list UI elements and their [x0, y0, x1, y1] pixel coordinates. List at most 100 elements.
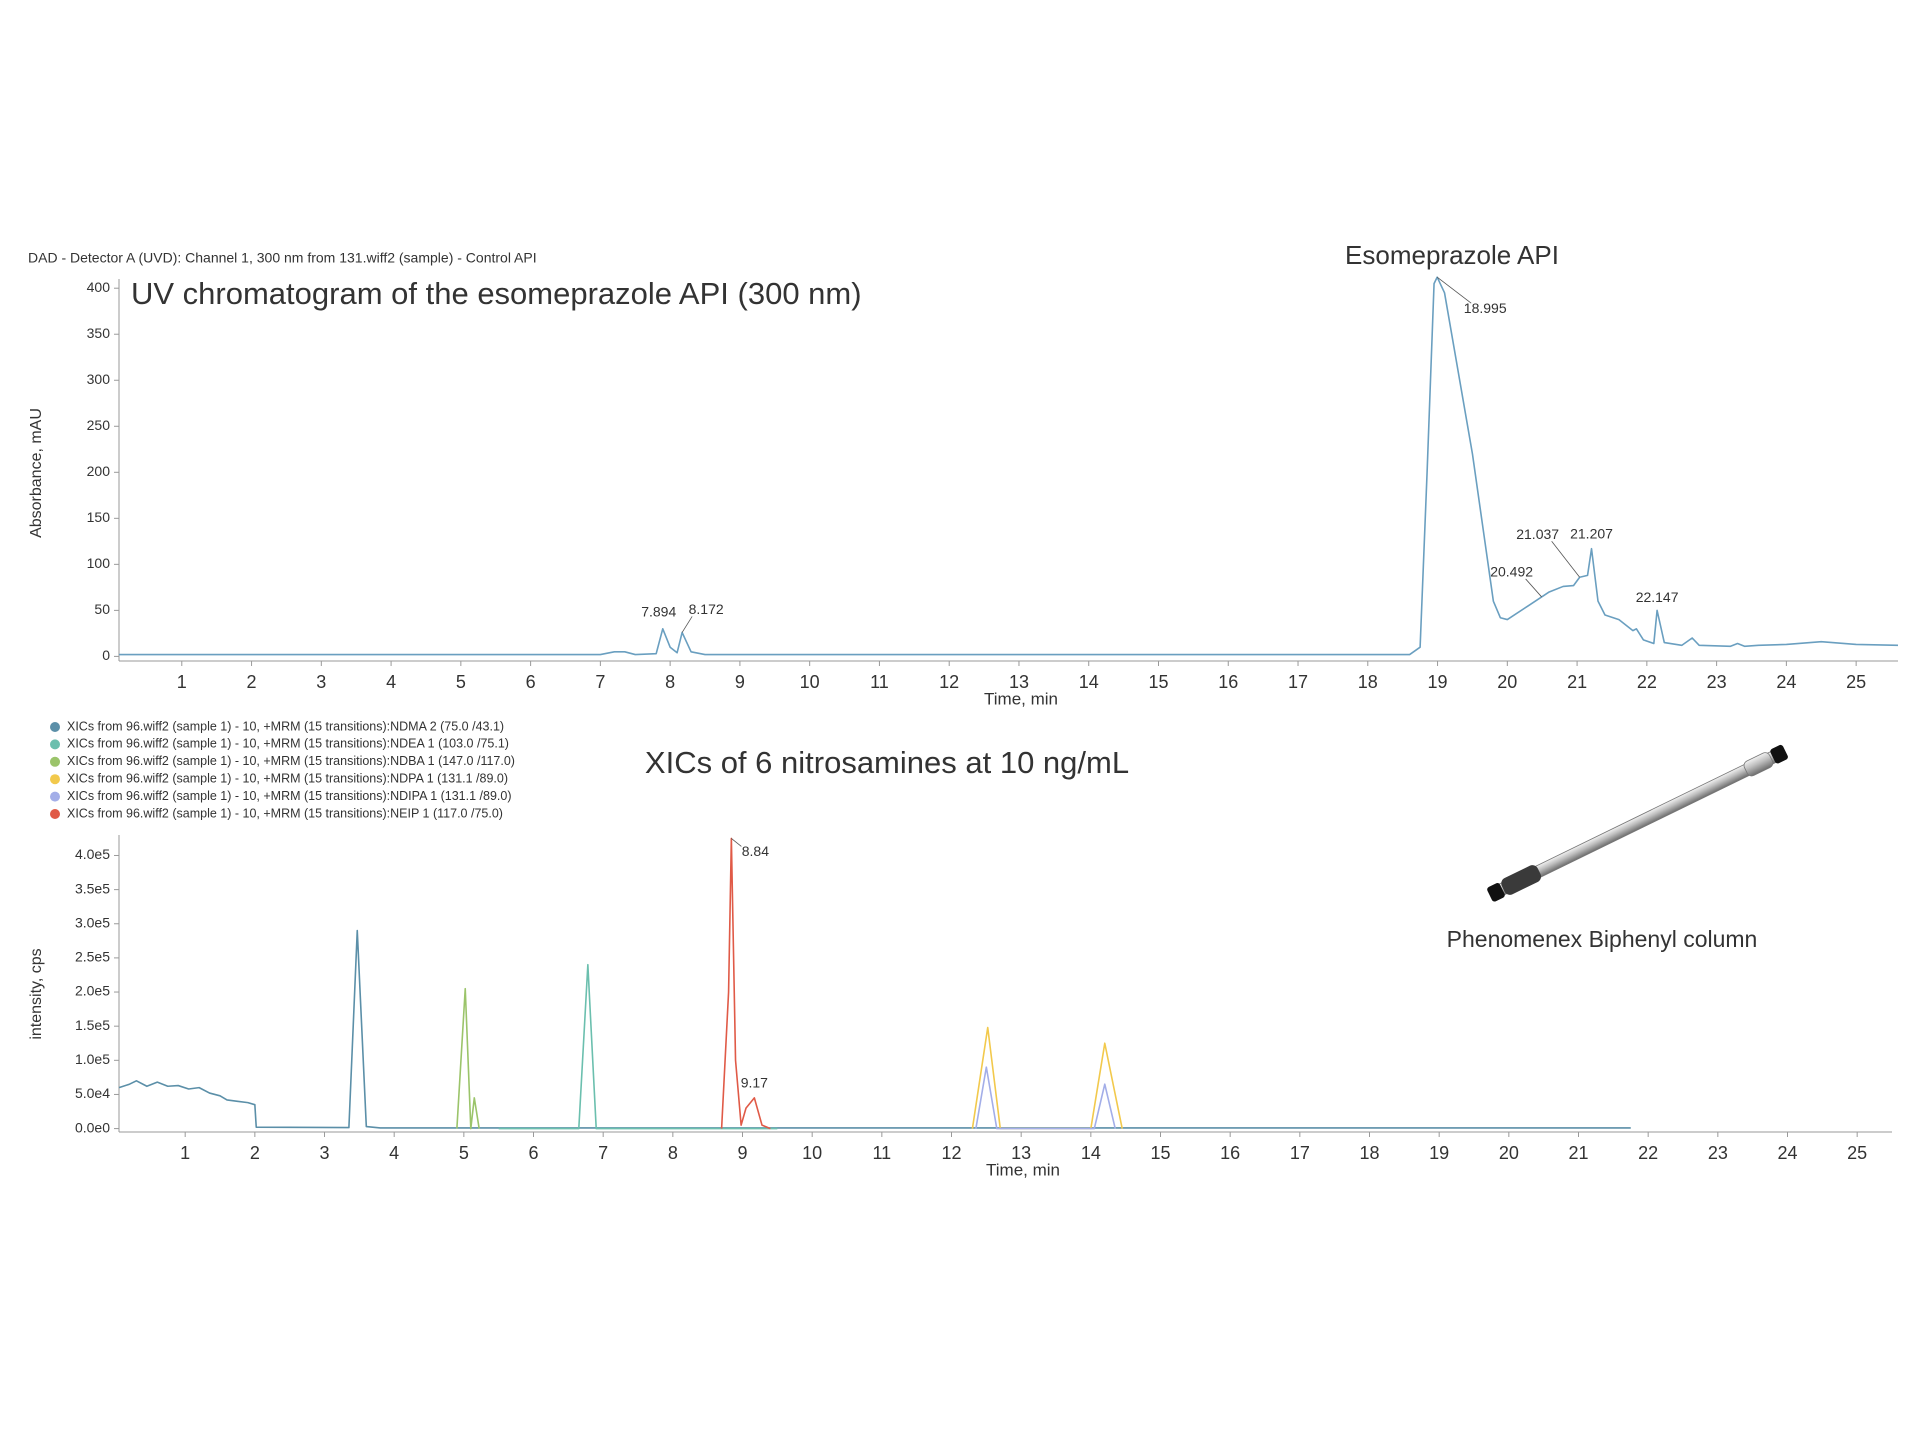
- x-tick-label: 2: [250, 1143, 260, 1163]
- x-axis-label: Time, min: [984, 689, 1058, 708]
- x-tick-label: 4: [389, 1143, 399, 1163]
- peak-label: 7.894: [641, 603, 676, 619]
- x-tick-label: 8: [665, 672, 675, 692]
- legend-label: XICs from 96.wiff2 (sample 1) - 10, +MRM…: [67, 789, 512, 803]
- legend-label: XICs from 96.wiff2 (sample 1) - 10, +MRM…: [67, 771, 508, 785]
- legend-swatch: [50, 791, 60, 802]
- y-tick-label: 150: [87, 509, 111, 525]
- peak-label: 18.995: [1464, 300, 1507, 316]
- x-tick-label: 23: [1708, 1143, 1728, 1163]
- x-tick-label: 3: [320, 1143, 330, 1163]
- y-axis-label: intensity, cps: [28, 948, 45, 1039]
- legend-swatch: [50, 809, 60, 819]
- legend-swatch: [50, 739, 60, 750]
- trace: [118, 929, 1631, 1129]
- peak-leader: [731, 838, 742, 847]
- y-tick-label: 300: [87, 371, 111, 387]
- x-tick-label: 8: [668, 1143, 678, 1163]
- x-tick-label: 12: [941, 1143, 961, 1163]
- legend-label: XICs from 96.wiff2 (sample 1) - 10, +MRM…: [67, 754, 515, 768]
- y-tick-label: 2.0e5: [75, 983, 110, 999]
- x-tick-label: 19: [1429, 1143, 1449, 1163]
- x-tick-label: 18: [1359, 1143, 1379, 1163]
- peak-label: 21.037: [1516, 526, 1559, 542]
- y-tick-label: 200: [87, 463, 111, 479]
- legend-label: XICs from 96.wiff2 (sample 1) - 10, +MRM…: [67, 737, 509, 751]
- x-tick-label: 5: [456, 672, 466, 692]
- y-tick-label: 3.5e5: [75, 880, 110, 896]
- x-tick-label: 12: [939, 672, 959, 692]
- y-tick-label: 250: [87, 417, 111, 433]
- y-tick-label: 4.0e5: [75, 846, 110, 862]
- x-tick-label: 14: [1081, 1143, 1101, 1163]
- x-tick-label: 22: [1637, 672, 1657, 692]
- x-tick-label: 19: [1428, 672, 1448, 692]
- peak-label: 9.17: [741, 1075, 768, 1091]
- chart-title: UV chromatogram of the esomeprazole API …: [131, 276, 862, 311]
- y-tick-label: 0: [102, 647, 110, 663]
- annotation: Phenomenex Biphenyl column: [1447, 926, 1758, 952]
- legend-label: XICs from 96.wiff2 (sample 1) - 10, +MRM…: [67, 806, 503, 820]
- x-tick-label: 1: [177, 672, 187, 692]
- x-tick-label: 9: [738, 1143, 748, 1163]
- y-tick-label: 2.5e5: [75, 949, 110, 965]
- y-tick-label: 0.0e0: [75, 1119, 110, 1135]
- peak-leader: [1551, 540, 1580, 578]
- x-tick-label: 4: [386, 672, 396, 692]
- x-tick-label: 17: [1290, 1143, 1310, 1163]
- chart-subtitle: DAD - Detector A (UVD): Channel 1, 300 n…: [28, 250, 537, 266]
- x-tick-label: 6: [529, 1143, 539, 1163]
- peak-leader: [1436, 276, 1472, 304]
- y-tick-label: 5.0e4: [75, 1085, 110, 1101]
- peak-label: 22.147: [1636, 589, 1679, 605]
- trace: [456, 987, 480, 1130]
- y-tick-label: 50: [94, 601, 110, 617]
- x-tick-label: 20: [1499, 1143, 1519, 1163]
- x-tick-label: 13: [1009, 672, 1029, 692]
- x-tick-label: 10: [802, 1143, 822, 1163]
- trace: [975, 1066, 1116, 1130]
- x-tick-label: 10: [800, 672, 820, 692]
- x-tick-label: 16: [1218, 672, 1238, 692]
- x-tick-label: 18: [1358, 672, 1378, 692]
- peak-label: 20.492: [1490, 564, 1533, 580]
- x-tick-label: 5: [459, 1143, 469, 1163]
- x-tick-label: 21: [1568, 1143, 1588, 1163]
- legend-swatch: [50, 756, 60, 767]
- legend-swatch: [50, 722, 60, 732]
- peak-label: 8.172: [689, 601, 724, 617]
- y-tick-label: 350: [87, 325, 111, 341]
- x-tick-label: 7: [595, 672, 605, 692]
- x-tick-label: 6: [526, 672, 536, 692]
- x-tick-label: 24: [1777, 1143, 1797, 1163]
- chart-title: XICs of 6 nitrosamines at 10 ng/mL: [645, 745, 1129, 780]
- x-tick-label: 17: [1288, 672, 1308, 692]
- x-tick-label: 24: [1776, 672, 1796, 692]
- y-tick-label: 1.0e5: [75, 1051, 110, 1067]
- x-axis-label: Time, min: [986, 1160, 1060, 1179]
- peak-label: 8.84: [742, 843, 769, 859]
- peak-leader: [1525, 578, 1542, 598]
- trace: [119, 276, 1899, 656]
- x-tick-label: 11: [872, 1143, 891, 1163]
- x-tick-label: 14: [1079, 672, 1099, 692]
- x-tick-label: 2: [247, 672, 257, 692]
- y-tick-label: 3.0e5: [75, 914, 110, 930]
- y-tick-label: 100: [87, 555, 111, 571]
- trace: [720, 837, 771, 1130]
- x-tick-label: 21: [1567, 672, 1587, 692]
- x-tick-label: 25: [1847, 1143, 1867, 1163]
- x-tick-label: 11: [870, 672, 889, 692]
- x-tick-label: 13: [1011, 1143, 1031, 1163]
- x-tick-label: 3: [316, 672, 326, 692]
- column-picture: [1487, 744, 1788, 902]
- x-tick-label: 20: [1497, 672, 1517, 692]
- peak-label: 21.207: [1570, 525, 1613, 541]
- x-tick-label: 23: [1707, 672, 1727, 692]
- y-axis-label: Absorbance, mAU: [28, 408, 45, 538]
- legend-swatch: [50, 774, 60, 785]
- trace: [498, 963, 778, 1130]
- x-tick-label: 22: [1638, 1143, 1658, 1163]
